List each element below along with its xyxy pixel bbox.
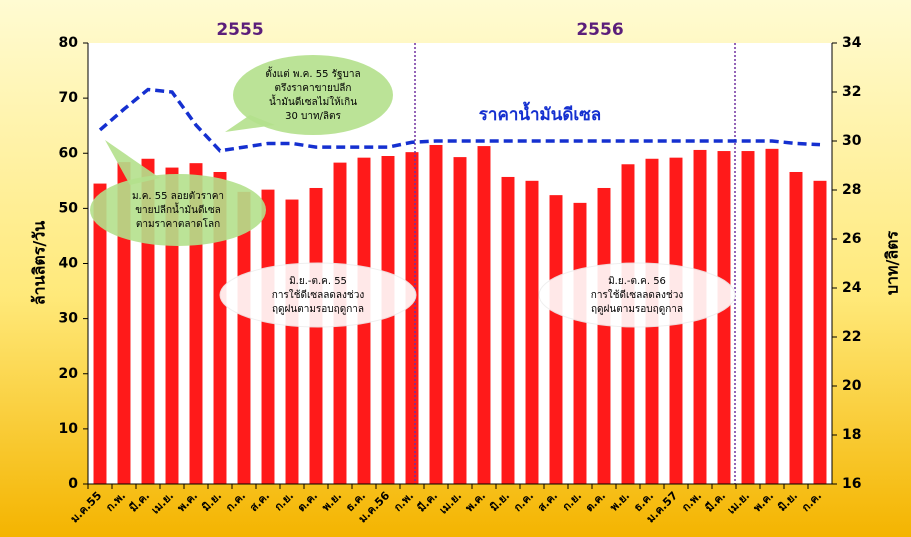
callout-text: ตั้งแต่ พ.ค. 55 รัฐบาล <box>265 66 360 80</box>
bar <box>501 176 515 485</box>
y2-tick-label: 26 <box>842 231 861 247</box>
y2-tick-label: 18 <box>842 427 861 443</box>
bar <box>381 156 395 484</box>
bar <box>597 187 611 484</box>
y2-tick-label: 30 <box>842 133 862 149</box>
callout-text: ม.ค. 55 ลอยตัวราคา <box>132 191 224 202</box>
y2-tick-label: 32 <box>842 84 861 100</box>
y2-tick-label: 16 <box>842 476 861 492</box>
bar <box>429 144 443 484</box>
callout-tail <box>105 140 160 185</box>
bar <box>165 167 179 484</box>
bar <box>813 180 827 484</box>
bar <box>453 157 467 484</box>
callout-text: ฤดูฝนตามรอบฤดูกาล <box>591 304 683 315</box>
y-tick-label: 40 <box>59 256 79 272</box>
y2-tick-label: 34 <box>842 35 862 51</box>
y-tick-label: 70 <box>59 90 79 106</box>
bar <box>765 148 779 484</box>
y-tick-label: 10 <box>59 421 79 437</box>
y-tick-label: 50 <box>59 200 79 216</box>
callout-text: น้ำมันดีเซลไม่ให้เกิน <box>269 94 357 108</box>
bar <box>549 195 563 484</box>
callout-text: ขายปลีกน้ำมันดีเซล <box>135 202 221 216</box>
bar <box>717 151 731 485</box>
callout-text: การใช้ดีเซลลดลงช่วง <box>272 289 365 301</box>
callout-text: ตามราคาตลาดโลก <box>136 217 220 230</box>
y2-tick-label: 24 <box>842 280 862 296</box>
y-tick-label: 20 <box>59 366 79 382</box>
y2-tick-label: 20 <box>842 378 862 394</box>
bar <box>285 199 299 484</box>
bar <box>405 152 419 484</box>
bar <box>237 191 251 484</box>
period-label: 2555 <box>216 20 263 40</box>
bar <box>525 180 539 484</box>
bar <box>477 146 491 485</box>
y2-tick-label: 28 <box>842 182 861 198</box>
y-tick-label: 30 <box>59 311 79 327</box>
bar <box>213 171 227 484</box>
callout-text: มิ.ย.-ต.ค. 55 <box>289 276 347 287</box>
callout-tail <box>225 115 275 132</box>
callout-text: 30 บาท/ลิตร <box>285 111 341 122</box>
bar <box>93 183 107 484</box>
bar <box>261 189 275 484</box>
y-axis-title: ล้านลิตร/วัน <box>30 221 49 305</box>
line-label: ราคาน้ำมันดีเซล <box>479 101 601 125</box>
callout <box>538 262 736 328</box>
bar <box>741 151 755 485</box>
y-tick-label: 80 <box>59 35 79 51</box>
callout <box>90 174 266 246</box>
y2-axis-title: บาท/ลิตร <box>883 230 902 295</box>
y-tick-label: 60 <box>59 145 79 161</box>
period-label: 2556 <box>576 20 623 40</box>
callout-text: มิ.ย.-ต.ค. 56 <box>608 276 666 287</box>
y2-tick-label: 22 <box>842 329 861 345</box>
bar <box>309 187 323 484</box>
bar <box>117 162 131 484</box>
callout <box>219 262 417 328</box>
callout-text: ตรึงราคาขายปลีก <box>275 82 352 94</box>
callout-text: การใช้ดีเซลลดลงช่วง <box>591 289 684 301</box>
bar <box>789 171 803 484</box>
y-tick-label: 0 <box>68 476 78 492</box>
callout <box>233 55 393 135</box>
price-line <box>98 87 821 153</box>
callout-text: ฤดูฝนตามรอบฤดูกาล <box>272 304 364 315</box>
bar <box>573 202 587 485</box>
